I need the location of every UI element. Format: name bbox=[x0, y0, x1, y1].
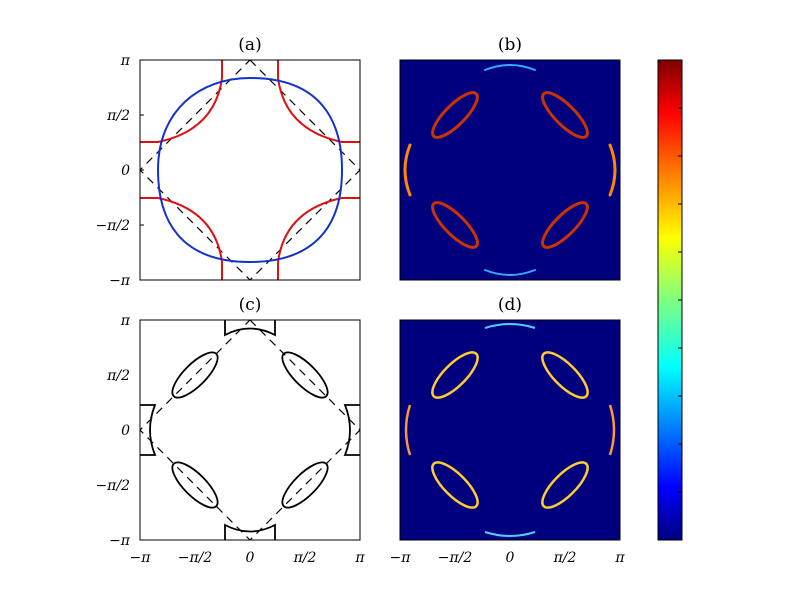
panel-c-xtick-pi2: π/2 bbox=[293, 550, 317, 566]
panel-a-ytick-pi: π bbox=[120, 53, 131, 69]
panel-c-ytick-pi: π bbox=[120, 313, 131, 329]
panel-c-ytick-pi2: π/2 bbox=[106, 368, 130, 384]
panel-d-xtick-pi: π bbox=[614, 550, 625, 566]
panel-d-xtick-0: 0 bbox=[506, 550, 515, 566]
panel-a-yticks bbox=[140, 59, 144, 281]
panel-c-dashed-diamond bbox=[140, 320, 360, 540]
panel-a-ytick-pi2: π/2 bbox=[106, 108, 130, 124]
panel-c-pockets bbox=[140, 320, 360, 540]
panel-d-pockets bbox=[404, 323, 616, 537]
panel-a-ytick-mpi: −π bbox=[109, 273, 131, 289]
panel-a-ytick-mpi2: −π/2 bbox=[95, 218, 130, 234]
panel-c-xtick-mpi: −π bbox=[130, 550, 152, 566]
panel-c-title: (c) bbox=[239, 295, 262, 315]
panel-b-pockets bbox=[403, 64, 617, 276]
panel-a-ytick-0: 0 bbox=[121, 163, 130, 179]
panel-d: −π −π/2 0 π/2 π bbox=[390, 319, 625, 566]
panel-a-title: (a) bbox=[238, 35, 261, 55]
panel-c-xtick-pi: π bbox=[354, 550, 365, 566]
panel-d-title: (d) bbox=[498, 295, 522, 315]
colorbar-ticks bbox=[678, 59, 682, 541]
panel-c-ytick-0: 0 bbox=[121, 423, 130, 439]
panel-d-xtick-mpi: −π bbox=[390, 550, 412, 566]
panel-c: π π/2 0 −π/2 −π −π −π/2 0 π/2 π bbox=[95, 313, 365, 566]
panel-a: π π/2 0 −π/2 −π bbox=[95, 53, 361, 289]
panel-b bbox=[399, 59, 621, 281]
panel-a-dashed-diamond bbox=[140, 60, 360, 280]
panel-c-xtick-mpi2: −π/2 bbox=[178, 550, 213, 566]
panel-d-xtick-pi2: π/2 bbox=[553, 550, 577, 566]
panel-c-ytick-mpi: −π bbox=[109, 533, 131, 549]
panel-c-ytick-mpi2: −π/2 bbox=[95, 478, 130, 494]
colorbar bbox=[657, 59, 683, 541]
panel-c-xtick-0: 0 bbox=[246, 550, 255, 566]
panel-d-xtick-mpi2: −π/2 bbox=[438, 550, 473, 566]
panel-a-blue-contour bbox=[156, 76, 344, 264]
panel-b-title: (b) bbox=[498, 35, 522, 55]
